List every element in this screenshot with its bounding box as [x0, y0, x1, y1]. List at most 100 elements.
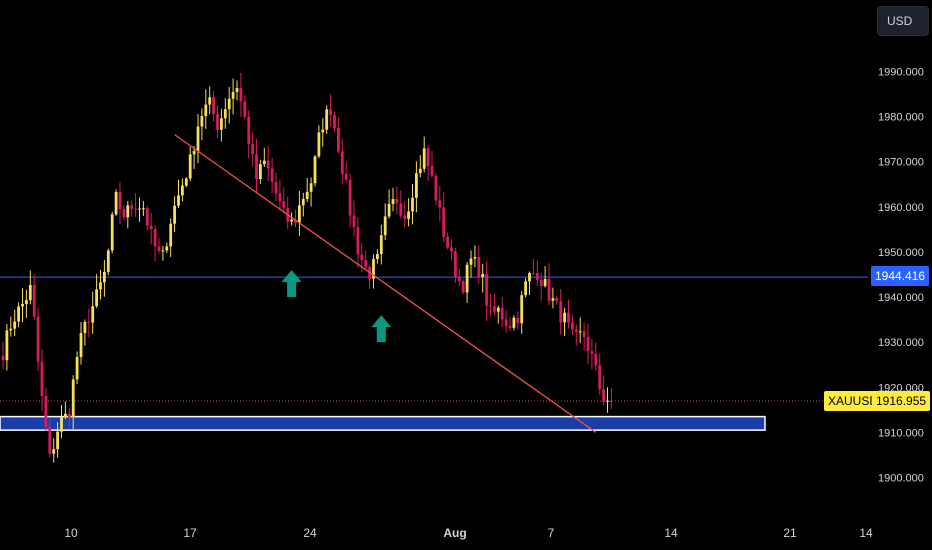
- candle: [169, 223, 173, 247]
- currency-button[interactable]: USD: [877, 6, 929, 36]
- candle: [161, 250, 165, 252]
- candle: [149, 225, 153, 230]
- candle: [301, 199, 305, 206]
- candle: [13, 321, 17, 329]
- candle: [21, 303, 24, 307]
- candle: [83, 321, 87, 334]
- candle: [403, 215, 407, 219]
- candle: [165, 246, 169, 251]
- trendline[interactable]: [174, 134, 597, 433]
- candle: [426, 148, 430, 167]
- candle: [571, 322, 574, 330]
- candle: [430, 166, 434, 176]
- candle: [379, 235, 383, 255]
- candle: [36, 316, 40, 362]
- candle: [227, 98, 231, 110]
- candle: [5, 330, 9, 361]
- candle: [496, 307, 500, 312]
- candle: [340, 151, 344, 174]
- candle: [391, 199, 395, 204]
- candle: [520, 295, 524, 324]
- last-price-tag: 1916.955: [872, 391, 931, 411]
- candle: [110, 214, 114, 251]
- candle: [399, 203, 403, 216]
- candle: [270, 168, 274, 182]
- candle: [192, 150, 196, 155]
- candle: [157, 246, 161, 251]
- candle: [243, 101, 247, 117]
- candle: [309, 183, 313, 192]
- candle: [114, 191, 118, 215]
- candle: [266, 160, 270, 169]
- candle: [457, 276, 461, 282]
- y-axis-tick-label: 1930.000: [878, 337, 924, 349]
- candle: [204, 104, 208, 117]
- candle: [321, 129, 325, 133]
- candle: [188, 154, 192, 179]
- candle: [594, 353, 598, 366]
- candle: [298, 205, 301, 223]
- candle: [602, 389, 605, 402]
- candle: [153, 229, 157, 247]
- candle: [262, 160, 266, 165]
- candle: [372, 258, 375, 279]
- candle: [438, 200, 442, 208]
- candle: [352, 215, 356, 228]
- candle: [239, 88, 243, 102]
- candle: [138, 208, 141, 210]
- candle: [181, 185, 184, 196]
- y-axis-tick-label: 1980.000: [878, 112, 924, 124]
- candle: [294, 219, 297, 223]
- candle: [590, 351, 594, 354]
- candle: [450, 247, 453, 252]
- candle: [461, 281, 465, 293]
- candle: [64, 413, 67, 418]
- candle: [508, 325, 512, 328]
- support-zone[interactable]: [0, 415, 766, 431]
- up-arrow-icon[interactable]: [371, 315, 392, 343]
- candle: [578, 331, 582, 333]
- candle: [145, 208, 149, 226]
- candle: [17, 306, 20, 322]
- candle: [220, 118, 223, 130]
- candle: [142, 208, 145, 210]
- y-axis-tick-label: 1940.000: [878, 292, 924, 304]
- x-axis-tick-label: 10: [64, 526, 78, 540]
- candle: [106, 250, 110, 272]
- candle: [278, 193, 282, 202]
- candle: [376, 254, 379, 259]
- candle: [411, 197, 414, 212]
- candle: [325, 109, 329, 130]
- candle: [547, 278, 551, 301]
- candle: [539, 279, 543, 287]
- candle: [555, 298, 559, 302]
- candle: [99, 282, 102, 290]
- candle: [446, 236, 449, 248]
- candle: [75, 357, 79, 380]
- candle: [434, 175, 438, 201]
- candle: [485, 274, 488, 306]
- x-axis-tick-label: 14: [664, 526, 678, 540]
- candle: [524, 281, 527, 296]
- y-axis-tick-label: 1900.000: [878, 473, 924, 485]
- candle: [415, 173, 418, 198]
- candle: [40, 361, 44, 396]
- candle: [582, 331, 586, 337]
- up-arrow-icon[interactable]: [281, 269, 302, 297]
- candle: [356, 227, 360, 255]
- candle: [469, 258, 473, 265]
- candle: [196, 126, 200, 151]
- candle: [512, 317, 516, 328]
- candle: [481, 274, 485, 278]
- candle: [28, 284, 32, 301]
- candle: [247, 116, 251, 144]
- candle: [574, 329, 578, 332]
- candle: [559, 301, 563, 323]
- candle: [317, 132, 321, 157]
- candle: [337, 128, 340, 152]
- candle: [500, 307, 504, 320]
- candle: [25, 300, 28, 304]
- x-axis-tick-label: 7: [548, 526, 555, 540]
- candle: [126, 205, 130, 218]
